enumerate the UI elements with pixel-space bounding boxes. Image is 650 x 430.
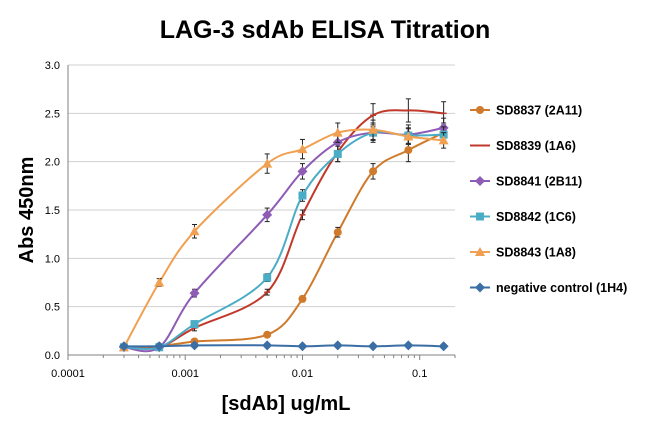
- legend-item-3: SD8842 (1C6): [470, 210, 576, 224]
- data-point: [298, 294, 307, 303]
- data-point: [333, 228, 342, 237]
- legend-item-0: SD8837 (2A11): [470, 104, 582, 118]
- x-tick-label: 0.1: [412, 368, 427, 380]
- data-point: [297, 341, 308, 352]
- data-point: [190, 320, 199, 329]
- legend-marker: [475, 247, 485, 256]
- legend-label: SD8843 (1A8): [496, 246, 576, 260]
- legend-marker: [475, 176, 485, 186]
- data-point: [263, 273, 272, 282]
- y-tick-label: 2.0: [45, 157, 60, 169]
- data-point: [262, 158, 273, 168]
- series-3: [119, 124, 448, 352]
- legend-label: SD8839 (1A6): [496, 139, 576, 153]
- data-point: [333, 149, 342, 158]
- series-line: [123, 344, 444, 348]
- data-point: [368, 124, 379, 134]
- series-line: [123, 109, 444, 350]
- data-point: [189, 226, 200, 236]
- series-line: [123, 130, 444, 350]
- data-point: [297, 144, 308, 154]
- series-0: [119, 122, 448, 352]
- data-point: [403, 340, 414, 351]
- legend-label: SD8837 (2A11): [496, 104, 582, 118]
- data-point: [263, 330, 272, 339]
- y-axis-title: Abs 450nm: [16, 157, 38, 264]
- data-point: [262, 209, 273, 220]
- y-tick-label: 3.0: [45, 60, 60, 72]
- legend-label: SD8841 (2B11): [496, 175, 582, 189]
- legend-marker: [476, 212, 484, 221]
- data-point: [368, 341, 379, 352]
- data-point: [298, 191, 307, 200]
- y-tick-label: 2.5: [45, 108, 60, 120]
- data-point: [189, 340, 200, 351]
- legend-label: SD8842 (1C6): [496, 210, 576, 224]
- y-tick-label: 0.5: [45, 302, 60, 314]
- x-tick-label: 0.0001: [51, 368, 85, 380]
- data-point: [369, 167, 378, 176]
- data-point: [438, 341, 449, 352]
- chart-title: LAG-3 sdAb ELISA Titration: [159, 16, 491, 44]
- y-tick-label: 0.0: [45, 350, 60, 362]
- data-point: [403, 131, 414, 141]
- y-tick-label: 1.5: [45, 205, 60, 217]
- y-tick-label: 1.0: [45, 253, 60, 265]
- x-axis-title: [sdAb] ug/mL: [222, 393, 351, 415]
- series-layer: [118, 98, 449, 353]
- legend-item-4: SD8843 (1A8): [470, 246, 576, 260]
- data-point: [332, 127, 343, 137]
- series-line: [123, 131, 445, 349]
- legend-item-1: SD8839 (1A6): [470, 139, 576, 153]
- legend-label: negative control (1H4): [496, 281, 627, 295]
- legend-marker: [475, 282, 485, 293]
- x-tick-label: 0.01: [292, 368, 313, 380]
- x-tick-label: 0.001: [171, 368, 199, 380]
- legend-item-2: SD8841 (2B11): [470, 175, 582, 189]
- data-point: [189, 288, 200, 299]
- legend-marker: [476, 106, 484, 114]
- data-point: [262, 340, 273, 351]
- series-1: [120, 98, 447, 350]
- grid-layer: [68, 64, 455, 356]
- data-point: [404, 146, 413, 155]
- legend-layer: SD8837 (2A11) SD8839 (1A6) SD8841 (2B11) SD…: [470, 104, 627, 295]
- data-point: [297, 166, 308, 177]
- axes-layer: 0.0 0.5 1.0 1.5 2.0 2.5 3.0 0.0001 0.001 0.01 0.1: [45, 60, 456, 380]
- legend-item-5: negative control (1H4): [470, 281, 627, 295]
- data-point: [154, 277, 165, 287]
- data-point: [154, 341, 165, 352]
- data-point: [438, 135, 449, 145]
- data-point: [118, 341, 129, 352]
- series-5: [118, 340, 449, 352]
- data-point: [332, 340, 343, 351]
